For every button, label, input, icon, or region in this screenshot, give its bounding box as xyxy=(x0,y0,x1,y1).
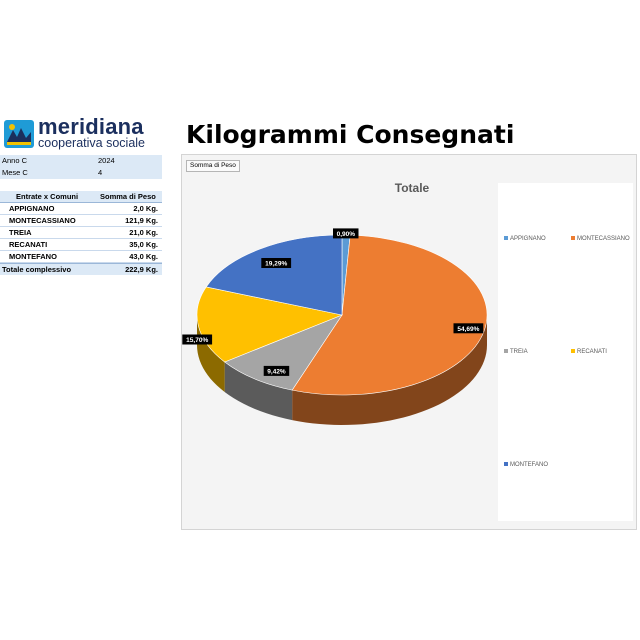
legend-item-treia[interactable]: TREIA xyxy=(504,349,528,355)
legend-item-montecassiano[interactable]: MONTECASSIANO xyxy=(571,236,630,242)
pivot-table: Entrate x Comuni Somma di Peso APPIGNANO… xyxy=(0,191,162,275)
pivot-header-row: Entrate x Comuni Somma di Peso xyxy=(0,191,162,203)
row-name: MONTECASSIANO xyxy=(9,216,76,225)
pivot-chart[interactable]: Somma di Peso Totale 0,90% 54,69% 9,42% 15,7… xyxy=(181,154,637,530)
pie-side-treia xyxy=(224,362,293,421)
logo-name: meridiana xyxy=(38,114,144,139)
filter-row-anno[interactable]: Anno C 2024 xyxy=(0,155,162,167)
page-title: Kilogrammi Consegnati xyxy=(186,120,515,149)
total-label: Totale complessivo xyxy=(2,265,72,274)
meridiana-logo: meridiana cooperativa sociale xyxy=(4,114,174,152)
row-value: 2,0 Kg. xyxy=(133,204,158,213)
data-label-box xyxy=(453,323,484,334)
row-name: APPIGNANO xyxy=(9,204,55,213)
data-label-appignano: 0,90% xyxy=(333,228,359,239)
pie-side-recanati xyxy=(197,315,225,392)
data-label-box xyxy=(182,334,213,345)
data-label-box xyxy=(333,228,359,239)
filter-value: 2024 xyxy=(98,156,115,165)
data-label-text: 19,29% xyxy=(265,261,287,268)
legend-label: MONTECASSIANO xyxy=(577,236,630,242)
row-name: MONTEFANO xyxy=(9,252,57,261)
pivot-filters: Anno C 2024 Mese C 4 xyxy=(0,155,162,179)
filter-value: 4 xyxy=(98,168,103,177)
pie-slice-montecassiano xyxy=(291,234,488,396)
table-row[interactable]: MONTEFANO 43,0 Kg. xyxy=(0,251,162,263)
legend-label: TREIA xyxy=(510,349,528,355)
legend-panel xyxy=(498,183,633,521)
pie-slice-montefano xyxy=(205,234,343,316)
row-name: TREIA xyxy=(9,228,32,237)
legend-label: APPIGNANO xyxy=(510,236,546,242)
pie-slice-recanati xyxy=(196,286,344,363)
table-row[interactable]: TREIA 21,0 Kg. xyxy=(0,227,162,239)
legend-item-appignano[interactable]: APPIGNANO xyxy=(504,236,546,242)
pivot-header-rows[interactable]: Entrate x Comuni xyxy=(16,192,79,201)
legend-swatch xyxy=(571,349,575,353)
table-row[interactable]: APPIGNANO 2,0 Kg. xyxy=(0,203,162,215)
pie-side-montecassiano xyxy=(292,315,487,425)
data-label-text: 54,69% xyxy=(457,326,479,333)
data-label-montecassiano: 54,69% xyxy=(453,323,484,334)
filter-label: Mese C xyxy=(2,168,28,177)
row-value: 35,0 Kg. xyxy=(129,240,158,249)
data-label-box xyxy=(261,258,292,268)
legend-swatch xyxy=(504,462,508,466)
table-row[interactable]: MONTECASSIANO 121,9 Kg. xyxy=(0,215,162,227)
chart-title: Totale xyxy=(395,181,430,195)
legend-item-montefano[interactable]: MONTEFANO xyxy=(504,462,548,468)
pie-3d-sides xyxy=(197,315,487,425)
legend-item-recanati[interactable]: RECANATI xyxy=(571,349,607,355)
legend-label: RECANATI xyxy=(577,349,607,355)
data-label-text: 9,42% xyxy=(267,369,286,376)
table-row[interactable]: RECANATI 35,0 Kg. xyxy=(0,239,162,251)
row-value: 43,0 Kg. xyxy=(129,252,158,261)
total-value: 222,9 Kg. xyxy=(125,265,158,274)
row-value: 121,9 Kg. xyxy=(125,216,158,225)
pie-chart-svg: Totale 0,90% 54,69% 9,42% 15,70% 19,29% APPIGN… xyxy=(182,181,630,468)
data-label-recanati: 15,70% xyxy=(182,334,213,345)
pivot-total-row: Totale complessivo 222,9 Kg. xyxy=(0,263,162,275)
data-label-text: 0,90% xyxy=(337,231,356,238)
legend-label: MONTEFANO xyxy=(510,462,548,468)
cooperative-logo-icon xyxy=(4,120,34,148)
filter-row-mese[interactable]: Mese C 4 xyxy=(0,167,162,179)
data-label-montefano: 19,29% xyxy=(261,258,292,268)
row-name: RECANATI xyxy=(9,240,48,249)
data-label-text: 15,70% xyxy=(186,337,208,344)
data-label-treia: 9,42% xyxy=(263,365,290,376)
pie-slice-treia xyxy=(224,314,343,391)
row-value: 21,0 Kg. xyxy=(129,228,158,237)
data-label-box xyxy=(263,365,290,376)
legend-swatch xyxy=(571,236,575,240)
pivot-header-values: Somma di Peso xyxy=(100,192,156,201)
filter-label: Anno C xyxy=(2,156,28,165)
legend-swatch xyxy=(504,349,508,353)
legend-swatch xyxy=(504,236,508,240)
logo-subtitle: cooperativa sociale xyxy=(38,136,146,150)
field-button-somma-di-peso[interactable]: Somma di Peso xyxy=(186,160,240,172)
